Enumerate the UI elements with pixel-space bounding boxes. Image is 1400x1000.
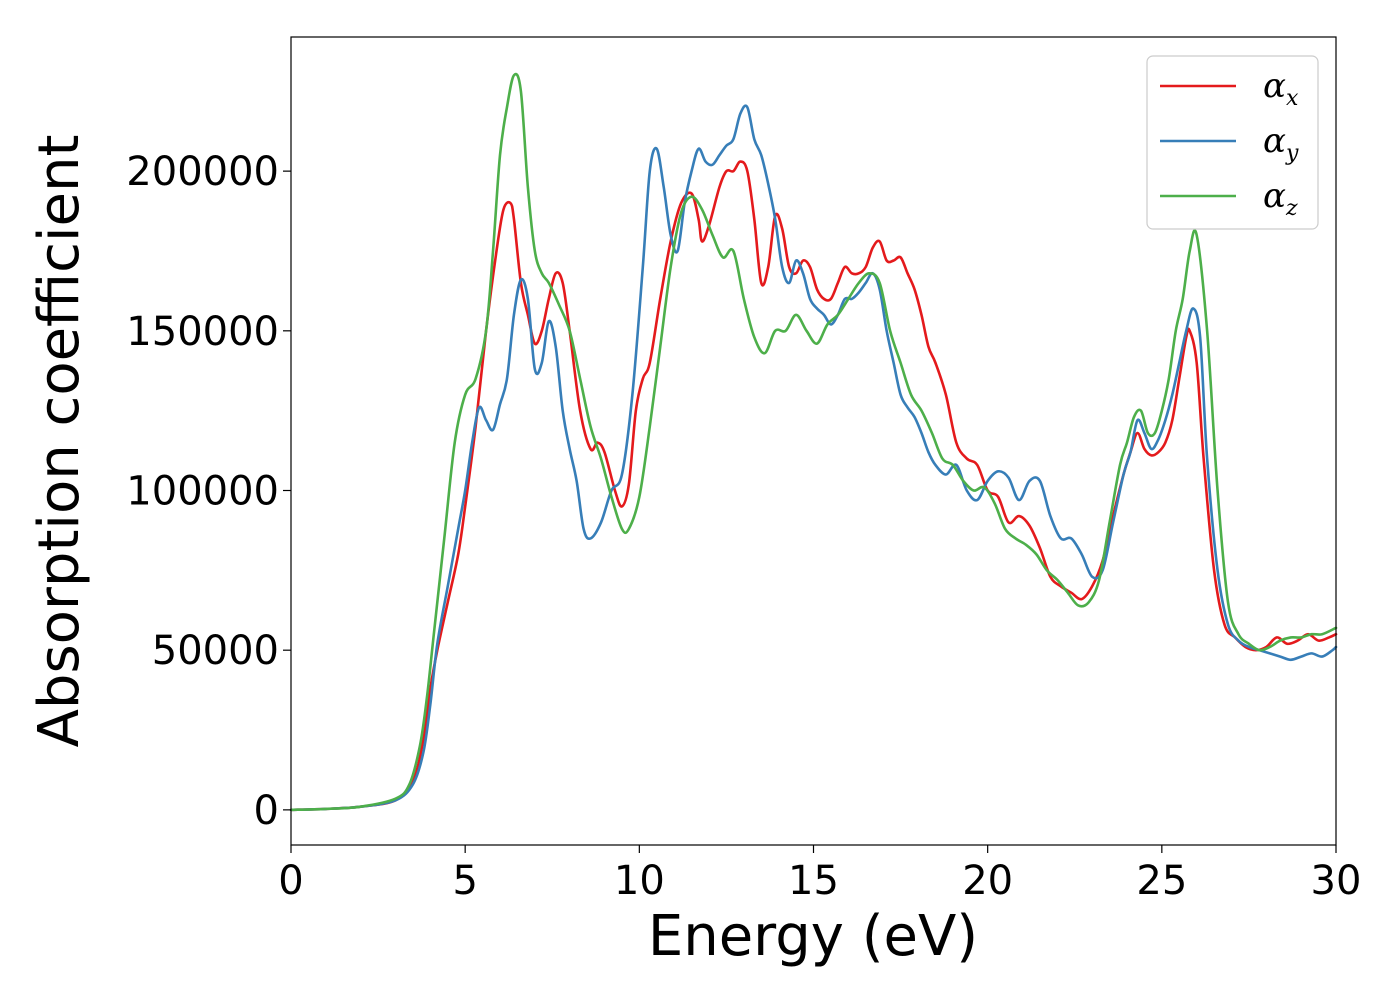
x-tick-label: 30: [1311, 858, 1362, 904]
x-tick-label: 10: [614, 858, 665, 904]
y-tick-label: 150000: [126, 309, 279, 355]
x-axis-title: Energy (eV): [648, 904, 978, 969]
series-line-z: [289, 72, 1338, 812]
legend-label-base: α: [1263, 66, 1286, 106]
x-tick-label: 25: [1136, 858, 1187, 904]
y-axis-ticks: 0 50000 100000 150000 200000: [126, 149, 291, 834]
y-tick-label: 200000: [126, 149, 279, 195]
legend-label-subscript: y: [1285, 141, 1299, 166]
y-tick-label: 100000: [126, 469, 279, 515]
series-line-y: [289, 104, 1338, 812]
x-tick-label: 0: [278, 858, 303, 904]
legend-box: [1146, 55, 1319, 230]
legend-label-base: α: [1263, 176, 1286, 216]
y-tick-label: 0: [254, 788, 279, 834]
legend-label-subscript: x: [1286, 86, 1299, 111]
legend-label-z: αz: [1263, 176, 1298, 221]
legend-label-subscript: z: [1285, 196, 1298, 221]
legend-label-y: αy: [1263, 121, 1299, 166]
legend-label-x: αx: [1263, 66, 1299, 111]
x-tick-label: 15: [788, 858, 839, 904]
series-layer: [289, 72, 1338, 812]
legend-label-base: α: [1263, 121, 1286, 161]
x-tick-label: 5: [452, 858, 477, 904]
y-tick-label: 50000: [152, 628, 279, 674]
series-line-x: [289, 160, 1338, 812]
y-axis-title: Absorption coefficient: [27, 135, 92, 748]
x-tick-label: 20: [962, 858, 1013, 904]
x-axis-ticks: 0 5 10 15 20 25 30: [278, 845, 1361, 904]
